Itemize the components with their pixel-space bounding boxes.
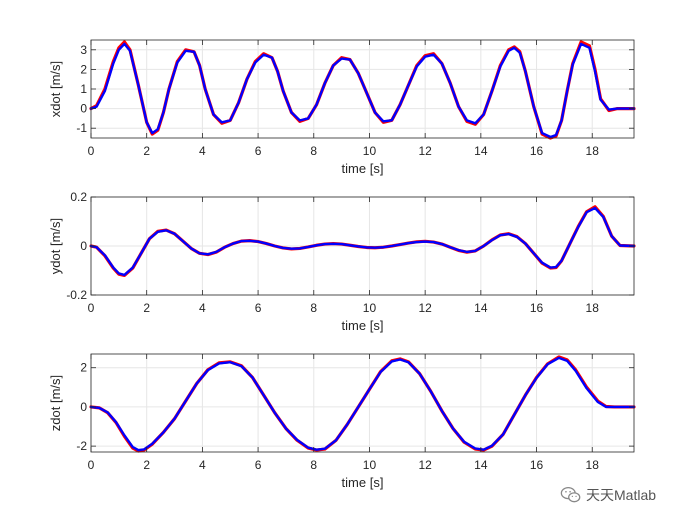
x-axis-label: time [s] (342, 318, 384, 333)
series-line-reference (89, 355, 636, 453)
x-tick-label: 10 (363, 458, 377, 472)
x-axis-label: time [s] (342, 475, 384, 490)
x-axis-label: time [s] (342, 161, 384, 176)
x-tick-label: 16 (530, 301, 544, 315)
axes-box (90, 353, 635, 453)
x-tick-label: 10 (363, 301, 377, 315)
y-tick-label: 1 (80, 82, 87, 96)
y-tick-label: 0.2 (70, 190, 87, 204)
x-tick-label: 18 (586, 144, 600, 158)
x-tick-label: 16 (530, 458, 544, 472)
x-tick-label: 4 (199, 458, 206, 472)
y-tick-label: 0 (80, 102, 87, 116)
x-tick-label: 8 (310, 458, 317, 472)
x-tick-label: 12 (418, 301, 432, 315)
x-tick-label: 12 (418, 458, 432, 472)
y-tick-label: -1 (76, 121, 87, 135)
x-tick-label: 8 (310, 301, 317, 315)
y-tick-label: 3 (80, 43, 87, 57)
x-tick-label: 2 (143, 301, 150, 315)
y-tick-label: 2 (80, 62, 87, 76)
x-tick-label: 14 (474, 301, 488, 315)
x-tick-label: 14 (474, 144, 488, 158)
y-tick-label: -2 (76, 439, 87, 453)
x-tick-label: 4 (199, 301, 206, 315)
x-tick-label: 6 (255, 458, 262, 472)
x-tick-label: 18 (586, 458, 600, 472)
y-axis-label: xdot [m/s] (48, 61, 63, 117)
x-tick-label: 10 (363, 144, 377, 158)
x-tick-label: 2 (143, 144, 150, 158)
x-tick-label: 14 (474, 458, 488, 472)
y-tick-label: 0 (80, 239, 87, 253)
x-tick-label: 8 (310, 144, 317, 158)
y-tick-label: 2 (80, 361, 87, 375)
watermark-text: 天天Matlab (586, 487, 657, 503)
series-line-reference (89, 40, 636, 140)
series-line-actual (89, 42, 636, 139)
y-tick-label: 0 (80, 400, 87, 414)
x-tick-label: 0 (88, 458, 95, 472)
x-tick-label: 6 (255, 144, 262, 158)
wechat-icon (560, 487, 581, 503)
x-tick-label: 18 (586, 301, 600, 315)
x-tick-label: 16 (530, 144, 544, 158)
series-line-actual (89, 356, 636, 452)
x-tick-label: 12 (418, 144, 432, 158)
x-tick-label: 4 (199, 144, 206, 158)
x-tick-label: 6 (255, 301, 262, 315)
series-line-actual (89, 206, 636, 277)
watermark: 天天Matlab (560, 484, 656, 506)
y-axis-label: zdot [m/s] (48, 375, 63, 431)
y-axis-label: ydot [m/s] (48, 218, 63, 274)
x-tick-label: 0 (88, 301, 95, 315)
x-tick-label: 0 (88, 144, 95, 158)
y-tick-label: -0.2 (66, 288, 87, 302)
x-tick-label: 2 (143, 458, 150, 472)
series-line-reference (89, 205, 636, 277)
